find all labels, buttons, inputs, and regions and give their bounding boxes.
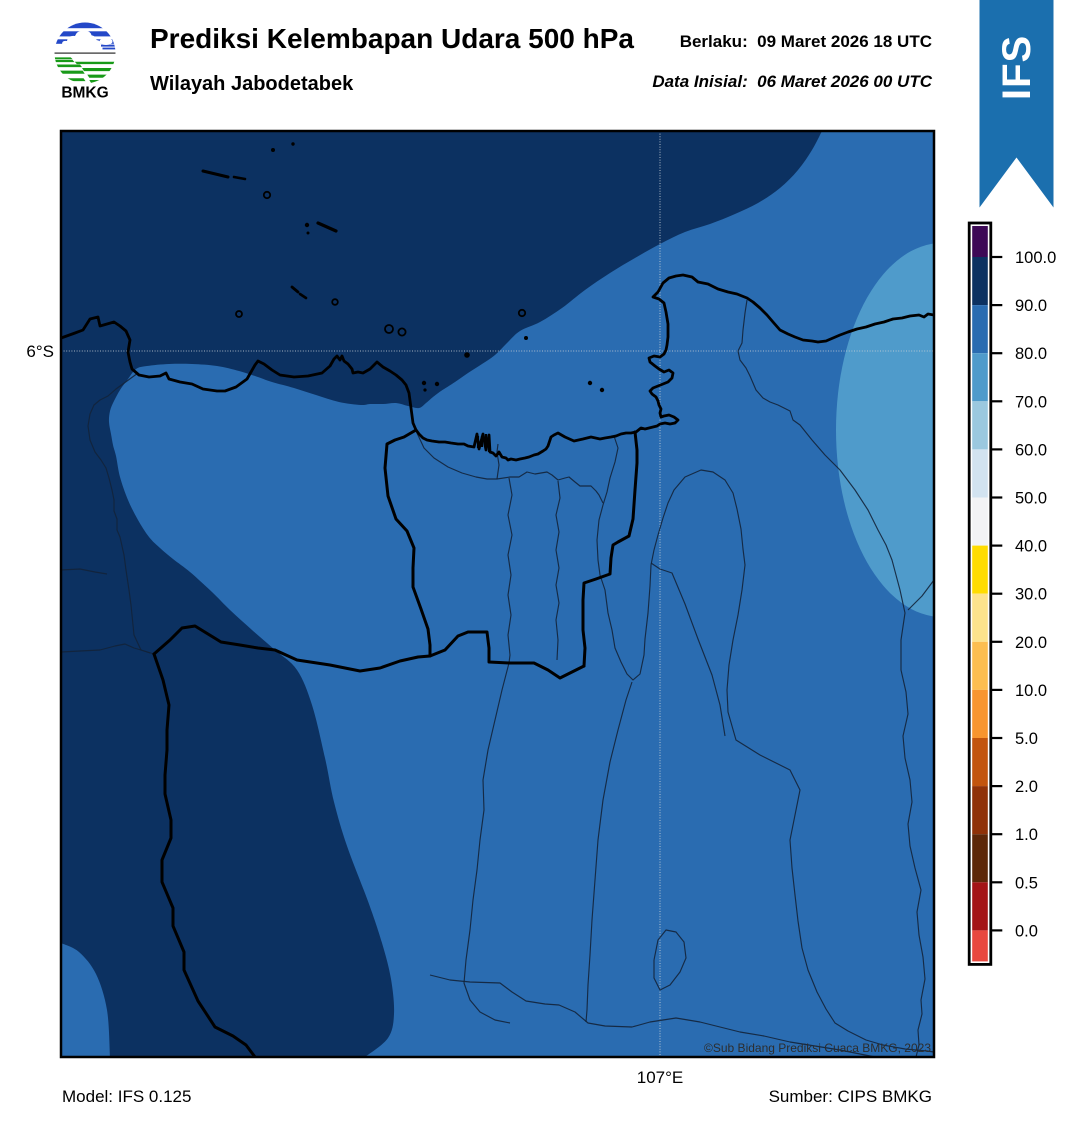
svg-text:80.0: 80.0 <box>1015 345 1047 363</box>
svg-text:0.0: 0.0 <box>1015 922 1038 940</box>
svg-text:10.0: 10.0 <box>1015 682 1047 700</box>
svg-text:0.5: 0.5 <box>1015 874 1038 892</box>
svg-text:50.0: 50.0 <box>1015 490 1047 508</box>
svg-text:©Sub Bidang Prediksi Cuaca BMK: ©Sub Bidang Prediksi Cuaca BMKG, 2023 <box>704 1041 931 1055</box>
svg-text:20.0: 20.0 <box>1015 634 1047 652</box>
svg-text:IFS: IFS <box>995 35 1039 100</box>
svg-text:100.0: 100.0 <box>1015 249 1056 267</box>
svg-text:2.0: 2.0 <box>1015 778 1038 796</box>
svg-text:BMKG: BMKG <box>61 85 108 102</box>
svg-text:Berlaku: 09 Maret 2026 18 UTC: Berlaku: 09 Maret 2026 18 UTC <box>680 32 932 51</box>
svg-text:90.0: 90.0 <box>1015 297 1047 315</box>
svg-text:Sumber: CIPS BMKG: Sumber: CIPS BMKG <box>769 1087 932 1106</box>
svg-text:Wilayah Jabodetabek: Wilayah Jabodetabek <box>150 73 354 95</box>
svg-text:6°S: 6°S <box>26 342 54 361</box>
svg-text:Prediksi Kelembapan Udara 500: Prediksi Kelembapan Udara 500 hPa <box>150 23 634 54</box>
svg-text:1.0: 1.0 <box>1015 826 1038 844</box>
svg-text:Model: IFS 0.125: Model: IFS 0.125 <box>62 1087 191 1106</box>
svg-text:60.0: 60.0 <box>1015 441 1047 459</box>
svg-text:70.0: 70.0 <box>1015 393 1047 411</box>
svg-text:30.0: 30.0 <box>1015 586 1047 604</box>
svg-text:107°E: 107°E <box>637 1068 684 1087</box>
svg-text:40.0: 40.0 <box>1015 538 1047 556</box>
svg-text:Data Inisial: 06 Maret 2026 0: Data Inisial: 06 Maret 2026 00 UTC <box>652 72 932 91</box>
svg-text:5.0: 5.0 <box>1015 730 1038 748</box>
